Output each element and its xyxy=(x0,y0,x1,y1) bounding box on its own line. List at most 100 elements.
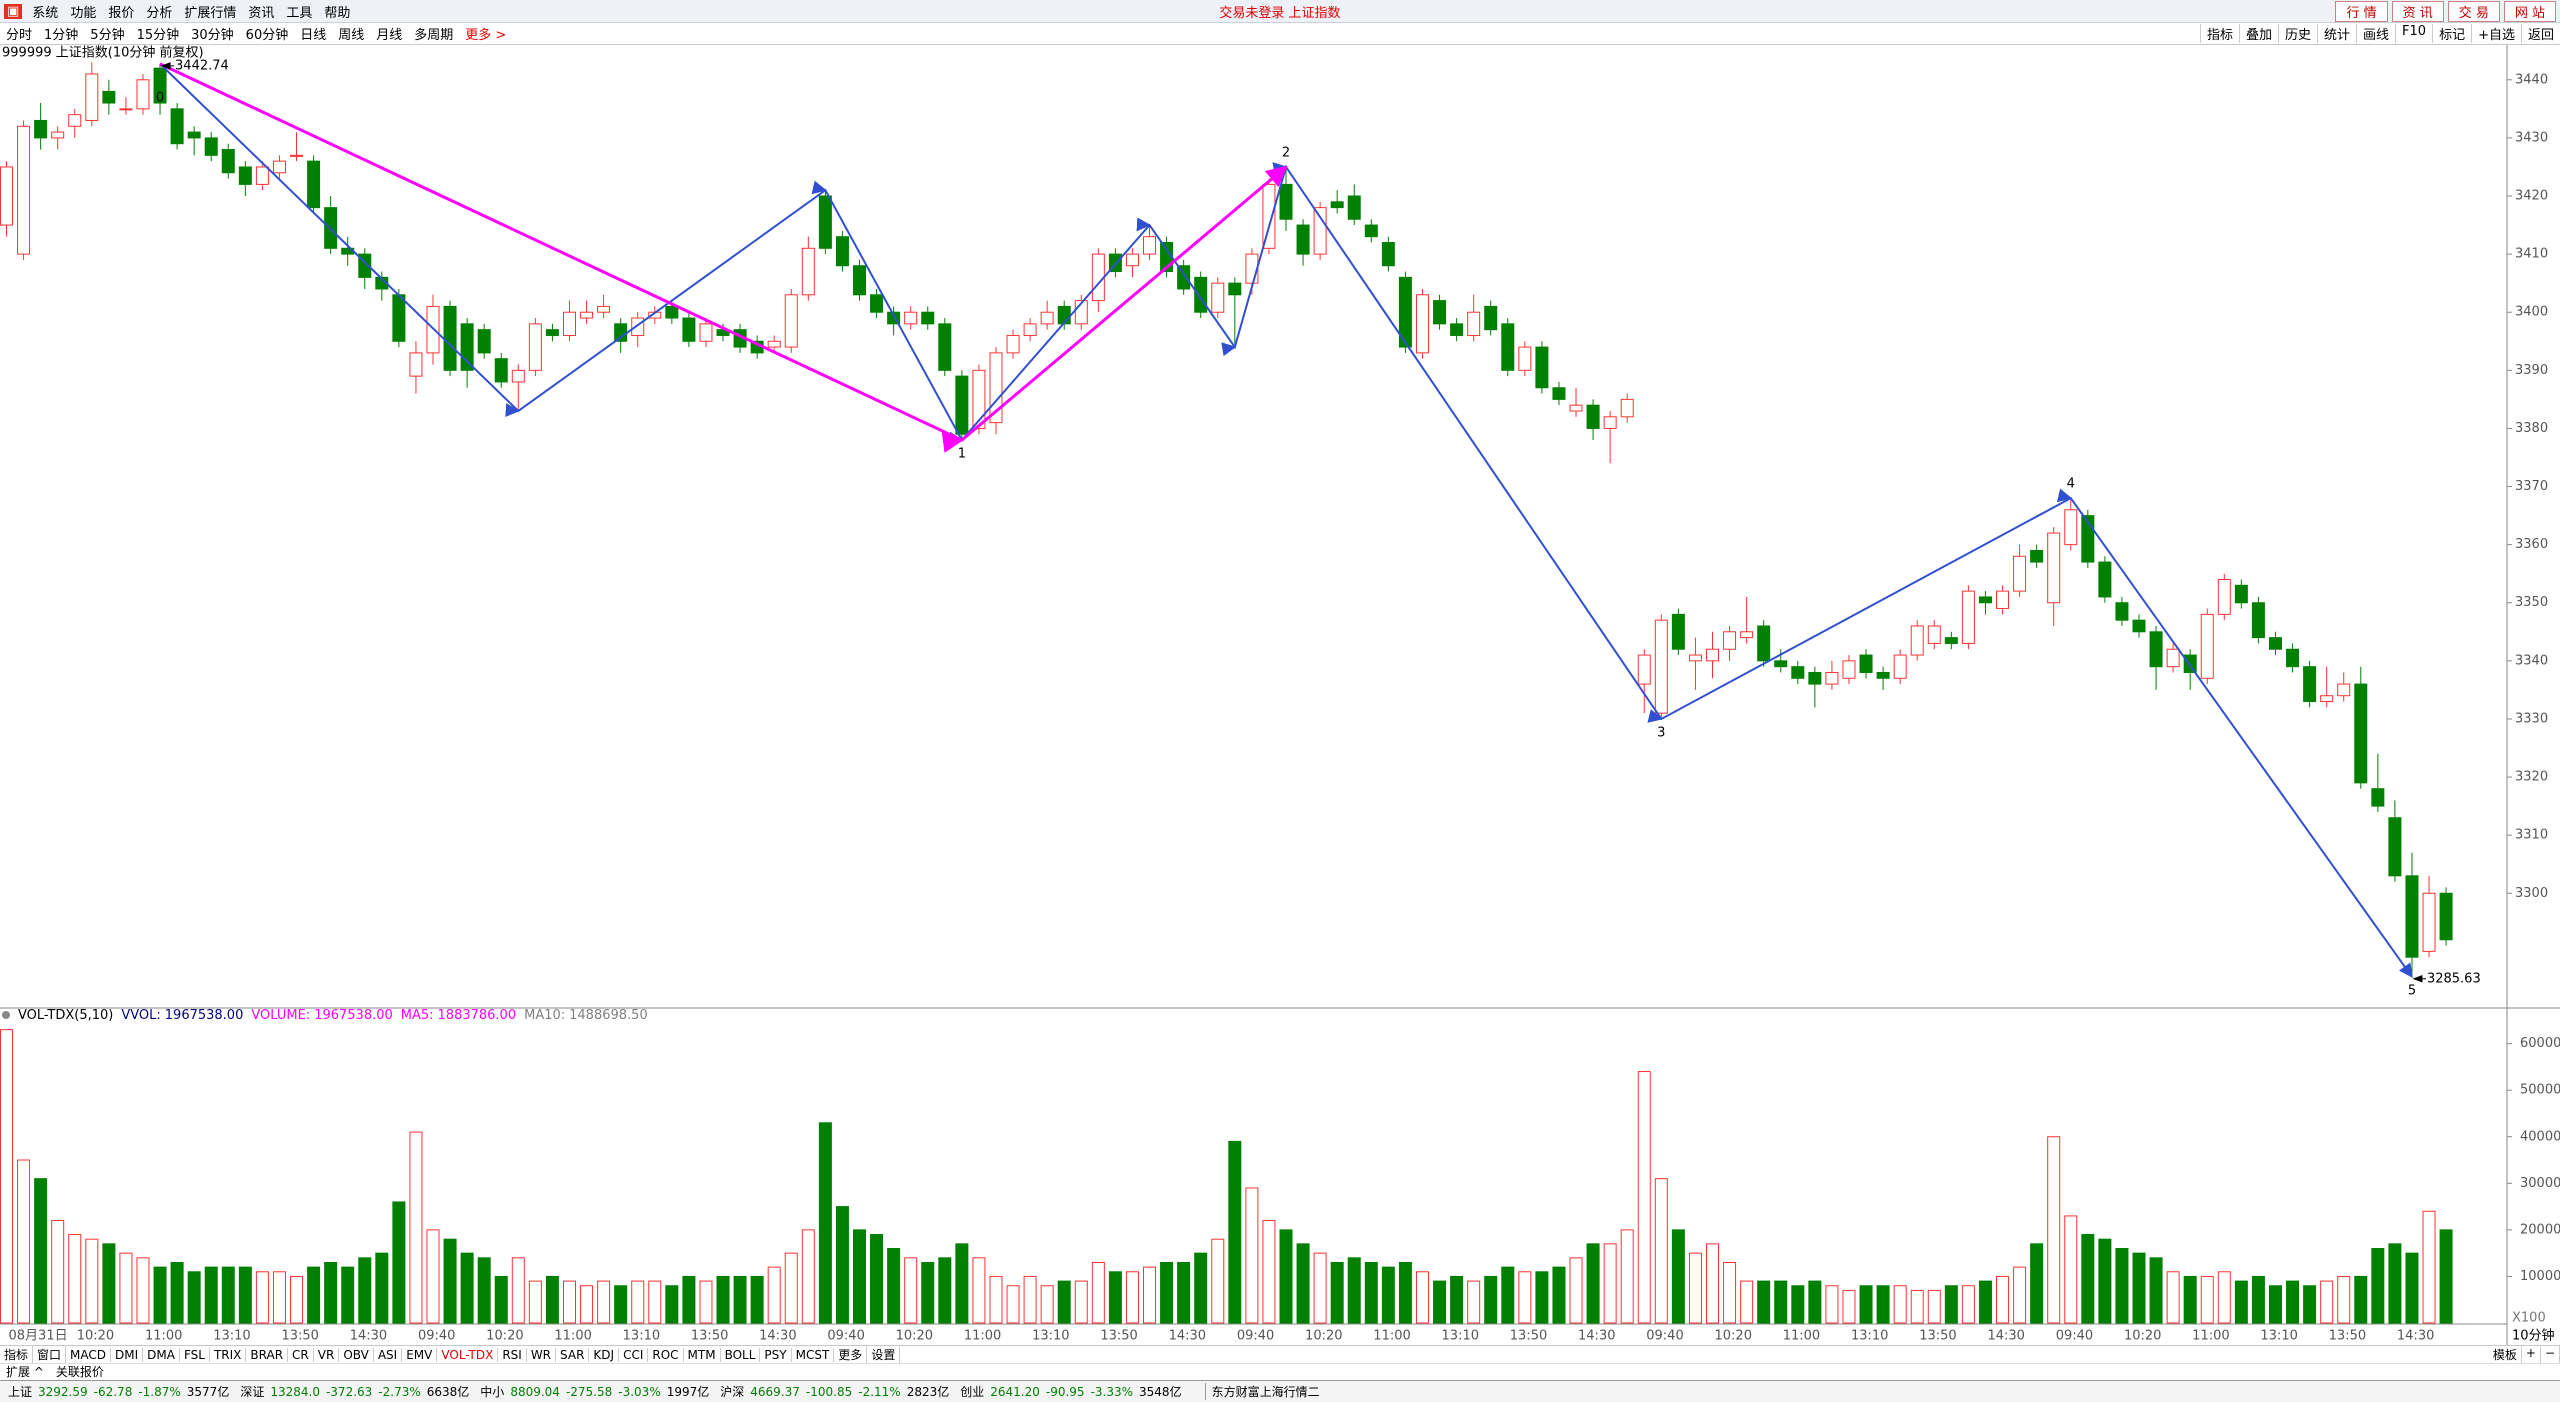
feed-name[interactable]: 东方财富上海行情二 xyxy=(1204,1383,1326,1400)
volume-bar xyxy=(1927,1289,1941,1324)
indicator-tab[interactable]: TRIX xyxy=(210,1347,247,1362)
volume-bar xyxy=(51,1220,65,1324)
toolbar-button[interactable]: 叠加 xyxy=(2238,24,2278,43)
toolbar-button[interactable]: 返回 xyxy=(2520,24,2560,43)
period-tab[interactable]: 30分钟 xyxy=(191,28,234,43)
indicator-tab[interactable]: ROC xyxy=(648,1347,684,1362)
candle-body xyxy=(1006,334,1020,354)
period-tab[interactable]: 分时 xyxy=(6,28,33,43)
period-tab[interactable]: 15分钟 xyxy=(136,28,180,43)
toolbar-button[interactable]: 统计 xyxy=(2317,24,2356,43)
indicator-tab[interactable]: ASI xyxy=(374,1347,403,1362)
title-button[interactable]: 行 情 xyxy=(2335,0,2388,22)
volume-bar xyxy=(2251,1275,2265,1324)
candle-body xyxy=(0,166,13,226)
indicator-tab[interactable]: 更多 xyxy=(834,1346,868,1363)
indicator-tab[interactable]: VOL-TDX xyxy=(437,1347,499,1362)
indicator-tab[interactable]: 设置 xyxy=(867,1346,901,1363)
period-tab[interactable]: 周线 xyxy=(338,28,365,43)
menu-item[interactable]: 功能 xyxy=(70,5,97,21)
toolbar-button[interactable]: 指标 xyxy=(2199,24,2239,43)
volume-bar xyxy=(818,1122,832,1324)
candle-body xyxy=(1723,631,1737,650)
volume-bar xyxy=(2200,1275,2214,1324)
tab-control[interactable]: + xyxy=(2522,1346,2541,1363)
volume-bar xyxy=(1586,1243,1600,1324)
volume-bar xyxy=(1160,1261,1174,1324)
volume-bar xyxy=(443,1238,457,1324)
menu-item[interactable]: 分析 xyxy=(146,5,173,21)
title-button[interactable]: 资 讯 xyxy=(2391,0,2444,22)
extension-tab[interactable]: 关联报价 xyxy=(55,1365,104,1379)
index-price: 4669.37 xyxy=(750,1384,800,1399)
toolbar-button[interactable]: F10 xyxy=(2395,24,2432,43)
menu-item[interactable]: 报价 xyxy=(108,5,135,21)
tab-control[interactable]: − xyxy=(2541,1346,2560,1363)
toolbar-button[interactable]: +自选 xyxy=(2471,24,2521,43)
toolbar-button[interactable]: 历史 xyxy=(2277,24,2317,43)
candle-body xyxy=(2268,637,2282,650)
indicator-tab[interactable]: KDJ xyxy=(589,1347,620,1362)
extension-bar: 扩展 ^ 关联报价 xyxy=(0,1363,2560,1379)
indicator-tab[interactable]: DMA xyxy=(143,1347,180,1362)
indicator-tab[interactable]: RSI xyxy=(498,1347,527,1362)
period-tab[interactable]: 多周期 xyxy=(414,28,454,43)
menu-item[interactable]: 资讯 xyxy=(248,5,275,21)
indicator-tab[interactable]: PSY xyxy=(760,1347,792,1362)
title-button[interactable]: 网 站 xyxy=(2503,0,2556,22)
index-name[interactable]: 沪深 xyxy=(720,1385,745,1399)
volume-bar xyxy=(1774,1280,1788,1324)
candle-body xyxy=(2047,532,2061,604)
period-tab[interactable]: 更多 > xyxy=(465,28,507,43)
extension-tab[interactable]: 扩展 ^ xyxy=(6,1365,44,1379)
indicator-tab[interactable]: OBV xyxy=(339,1347,374,1362)
indicator-tab[interactable]: 窗口 xyxy=(33,1346,67,1363)
period-tab[interactable]: 60分钟 xyxy=(245,28,289,43)
candle-body xyxy=(1415,294,1429,354)
indicator-tab[interactable]: CR xyxy=(288,1347,314,1362)
indicator-tab[interactable]: MACD xyxy=(66,1347,112,1362)
title-button[interactable]: 交 易 xyxy=(2447,0,2500,22)
indicator-tab[interactable]: EMV xyxy=(402,1347,438,1362)
indicator-tab[interactable]: MCST xyxy=(792,1347,835,1362)
tab-control[interactable]: 模板 xyxy=(2489,1346,2522,1363)
indicator-tab[interactable]: 指标 xyxy=(0,1346,34,1363)
toolbar-button[interactable]: 标记 xyxy=(2432,24,2471,43)
period-tab[interactable]: 月线 xyxy=(376,28,403,43)
volume-bar xyxy=(392,1201,406,1324)
volume-bar xyxy=(68,1234,82,1324)
indicator-tab[interactable]: BOLL xyxy=(721,1347,761,1362)
indicator-tab[interactable]: FSL xyxy=(180,1347,210,1362)
indicator-tab[interactable]: DMI xyxy=(111,1347,144,1362)
candle-body xyxy=(1296,224,1310,255)
menu-item[interactable]: 扩展行情 xyxy=(184,5,237,21)
x-tick-label: 09:40 xyxy=(827,1329,864,1344)
indicator-tab[interactable]: CCI xyxy=(619,1347,649,1362)
menu-item[interactable]: 帮助 xyxy=(324,5,351,21)
index-name[interactable]: 创业 xyxy=(960,1385,985,1399)
volume-bar xyxy=(2047,1136,2061,1324)
indicator-tab[interactable]: MTM xyxy=(684,1347,721,1362)
indicator-tab[interactable]: VR xyxy=(314,1347,340,1362)
menu-item[interactable]: 工具 xyxy=(286,5,313,21)
y-tick-label: 3410 xyxy=(2515,247,2548,262)
index-name[interactable]: 深证 xyxy=(240,1385,265,1399)
indicator-tab[interactable]: BRAR xyxy=(246,1347,289,1362)
index-name[interactable]: 中小 xyxy=(480,1385,505,1399)
menu-item[interactable]: 系统 xyxy=(32,5,59,21)
period-tab[interactable]: 日线 xyxy=(300,28,327,43)
volume-bar xyxy=(1125,1271,1139,1324)
indicator-tab[interactable]: WR xyxy=(527,1347,557,1362)
volume-bar xyxy=(2115,1248,2129,1324)
volume-bar xyxy=(1791,1285,1805,1324)
indicator-tab[interactable]: SAR xyxy=(556,1347,590,1362)
y-tick-label: 3360 xyxy=(2515,537,2548,552)
index-name[interactable]: 上证 xyxy=(8,1385,33,1399)
period-tab[interactable]: 1分钟 xyxy=(44,28,79,43)
toolbar-button[interactable]: 画线 xyxy=(2356,24,2395,43)
candle-body xyxy=(2286,648,2300,668)
period-tab[interactable]: 5分钟 xyxy=(90,28,125,43)
x-tick-label: 14:30 xyxy=(1169,1329,1206,1344)
volume-bar xyxy=(631,1280,645,1324)
candle-body xyxy=(1228,282,1242,296)
